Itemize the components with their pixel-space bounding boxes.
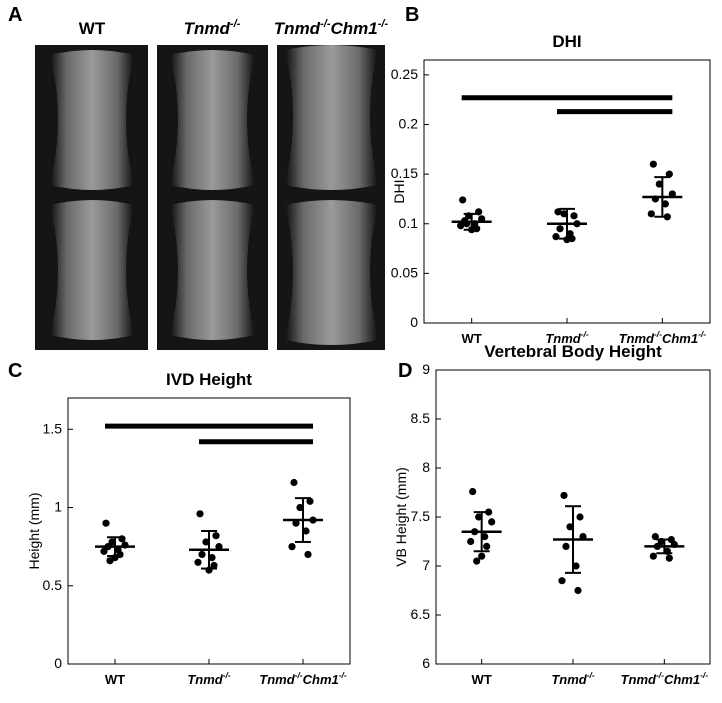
data-point (665, 554, 673, 562)
data-point (288, 543, 296, 551)
data-point (198, 550, 206, 559)
data-point (100, 547, 108, 555)
vertebra (50, 50, 134, 190)
vertebra (50, 200, 134, 340)
data-point (215, 543, 223, 551)
data-point (647, 210, 655, 218)
chart-title: Vertebral Body Height (484, 342, 662, 361)
data-point (560, 491, 568, 500)
data-point (566, 523, 574, 531)
data-point (194, 558, 202, 566)
y-tick-label: 7 (422, 557, 430, 573)
data-point (488, 518, 496, 526)
x-tick-label: WT (462, 331, 482, 346)
xray-images (35, 45, 385, 350)
x-tick-label: Tnmd-/-Chm1-/- (259, 670, 347, 687)
data-point (570, 212, 578, 220)
y-tick-label: 0 (54, 655, 62, 671)
data-point (649, 552, 657, 560)
data-point (296, 503, 304, 512)
panel-label: D (398, 360, 412, 382)
data-point (560, 210, 568, 218)
panel-label: C (8, 360, 22, 382)
data-point (481, 533, 489, 541)
x-tick-label: Tnmd-/-Chm1-/- (619, 329, 707, 346)
data-point (665, 170, 673, 178)
vertebra (170, 200, 255, 340)
data-point (558, 577, 566, 585)
y-tick-label: 0.25 (391, 66, 418, 82)
data-point (210, 561, 218, 570)
chart-title: DHI (552, 32, 581, 51)
panel-label: A (8, 4, 22, 26)
data-point (208, 554, 216, 562)
y-tick-label: 9 (422, 361, 430, 377)
data-point (106, 557, 114, 565)
data-point (661, 200, 669, 208)
data-point (572, 562, 580, 570)
y-axis-label: VB Height (mm) (393, 467, 409, 567)
x-tick-label: Tnmd-/- (187, 670, 231, 687)
column-label: Tnmd-/-Chm1-/- (274, 18, 389, 39)
y-tick-label: 0.5 (43, 576, 63, 592)
data-point (196, 510, 204, 518)
data-point (459, 196, 467, 204)
data-point (478, 552, 486, 560)
y-tick-label: 8 (422, 459, 430, 475)
y-tick-label: 7.5 (411, 508, 431, 524)
data-point (302, 527, 310, 535)
data-point (562, 542, 570, 551)
data-point (651, 533, 659, 541)
data-point (554, 208, 562, 216)
x-tick-label: Tnmd-/- (545, 329, 589, 346)
y-tick-label: 0.1 (399, 214, 419, 230)
data-point (212, 532, 220, 540)
column-label: Tnmd-/- (184, 18, 241, 39)
data-point (649, 160, 657, 168)
data-point (292, 519, 300, 527)
data-point (306, 497, 314, 505)
data-point (556, 225, 564, 233)
data-point (473, 557, 481, 565)
y-tick-label: 0.05 (391, 264, 418, 280)
vertebra (285, 45, 378, 190)
data-point (576, 513, 584, 521)
data-point (475, 513, 483, 521)
y-axis-label: DHI (391, 179, 407, 203)
column-label: WT (79, 19, 106, 38)
y-axis-label: Height (mm) (26, 492, 42, 569)
data-point (102, 519, 110, 527)
x-tick-label: WT (472, 672, 492, 687)
y-tick-label: 6.5 (411, 606, 431, 622)
data-point (108, 538, 116, 546)
y-tick-label: 1 (54, 498, 62, 514)
data-point (574, 586, 582, 595)
vertebra (285, 200, 378, 345)
y-tick-label: 0.2 (399, 115, 419, 131)
chart-title: IVD Height (166, 370, 252, 389)
y-tick-label: 8.5 (411, 410, 431, 426)
x-tick-label: Tnmd-/- (551, 670, 595, 687)
y-tick-label: 0 (410, 314, 418, 330)
y-tick-label: 0.15 (391, 165, 418, 181)
data-point (552, 233, 560, 241)
x-tick-label: Tnmd-/-Chm1-/- (621, 670, 709, 687)
data-point (290, 478, 298, 487)
vertebra (170, 50, 255, 190)
y-tick-label: 6 (422, 655, 430, 671)
data-point (469, 487, 477, 496)
data-point (655, 180, 663, 188)
data-point (483, 542, 491, 551)
data-point (457, 222, 465, 230)
x-tick-label: WT (105, 672, 125, 687)
data-point (304, 550, 312, 559)
panel-label: B (405, 4, 419, 26)
y-tick-label: 1.5 (43, 420, 63, 436)
data-point (467, 537, 475, 546)
data-point (202, 538, 210, 546)
